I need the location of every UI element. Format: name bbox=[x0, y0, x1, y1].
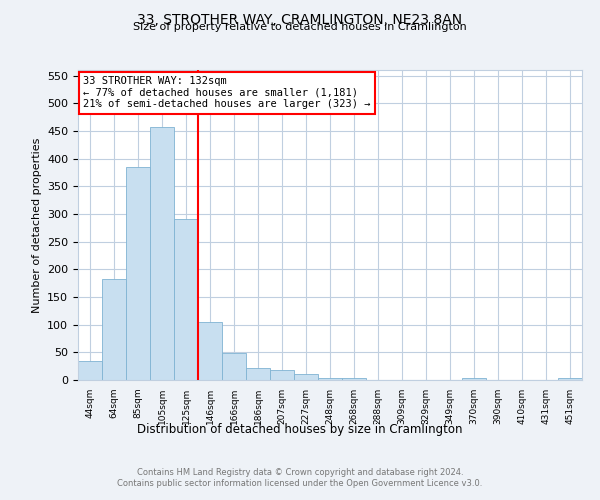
Bar bbox=[270, 370, 294, 380]
Bar bbox=[174, 220, 198, 380]
Bar bbox=[222, 354, 246, 380]
Text: 33 STROTHER WAY: 132sqm
← 77% of detached houses are smaller (1,181)
21% of semi: 33 STROTHER WAY: 132sqm ← 77% of detache… bbox=[83, 76, 371, 110]
Bar bbox=[342, 378, 366, 380]
Bar bbox=[198, 322, 222, 380]
Bar bbox=[558, 378, 582, 380]
Bar bbox=[318, 378, 342, 380]
Bar bbox=[462, 378, 486, 380]
Text: Size of property relative to detached houses in Cramlington: Size of property relative to detached ho… bbox=[133, 22, 467, 32]
Y-axis label: Number of detached properties: Number of detached properties bbox=[32, 138, 41, 312]
Text: Distribution of detached houses by size in Cramlington: Distribution of detached houses by size … bbox=[137, 422, 463, 436]
Text: 33, STROTHER WAY, CRAMLINGTON, NE23 8AN: 33, STROTHER WAY, CRAMLINGTON, NE23 8AN bbox=[137, 12, 463, 26]
Bar bbox=[126, 167, 150, 380]
Bar bbox=[150, 127, 174, 380]
Bar bbox=[294, 374, 318, 380]
Bar bbox=[78, 360, 102, 380]
Bar bbox=[102, 278, 126, 380]
Bar bbox=[246, 368, 270, 380]
Text: Contains HM Land Registry data © Crown copyright and database right 2024.
Contai: Contains HM Land Registry data © Crown c… bbox=[118, 468, 482, 487]
